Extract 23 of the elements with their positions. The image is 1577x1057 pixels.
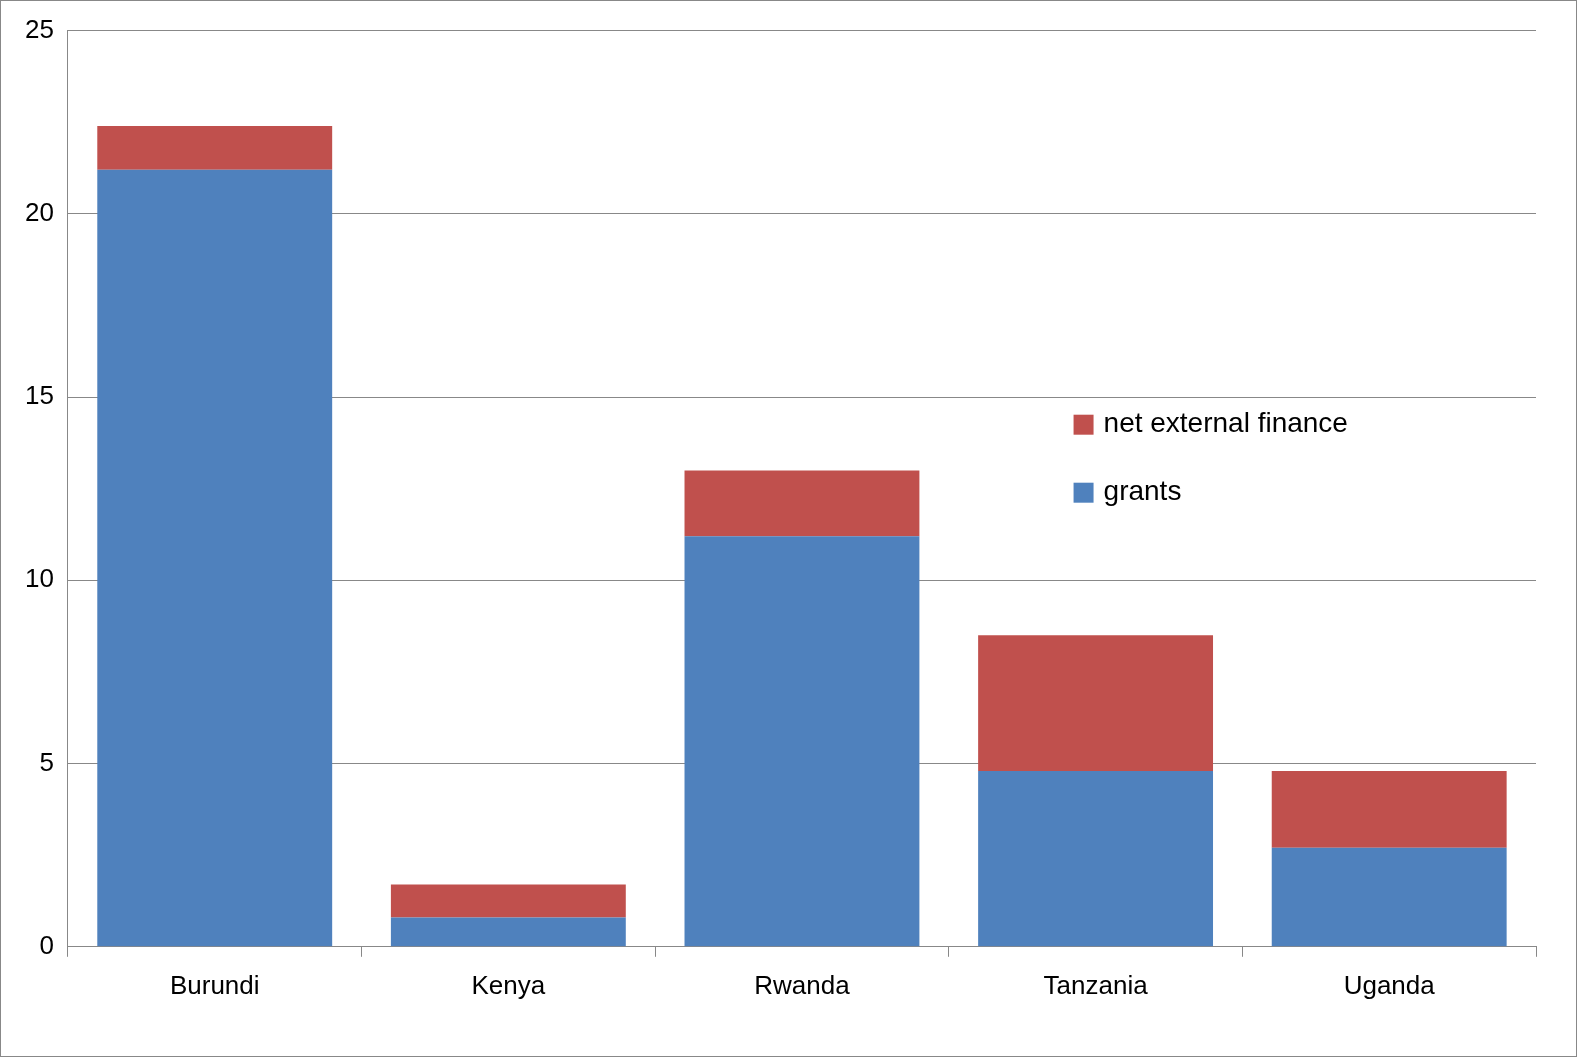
bar: [1271, 770, 1507, 848]
y-tick-label: 5: [39, 746, 54, 777]
bar: [390, 884, 626, 918]
y-tick-label: 0: [39, 929, 54, 960]
x-tick-label: Rwanda: [754, 969, 851, 1000]
bar: [684, 470, 920, 537]
bar: [1271, 847, 1507, 947]
bar: [978, 770, 1214, 947]
y-tick-label: 15: [25, 380, 54, 411]
x-tick-label: Tanzania: [1043, 969, 1149, 1000]
bar: [97, 169, 333, 947]
bar: [97, 125, 333, 170]
y-tick-label: 10: [25, 563, 54, 594]
bar: [390, 917, 626, 947]
y-tick-label: 25: [25, 13, 54, 44]
x-tick-label: Burundi: [169, 969, 260, 1000]
x-tick-label: Kenya: [471, 969, 546, 1000]
legend-label: grants: [1103, 475, 1182, 507]
y-tick-label: 20: [25, 197, 54, 228]
x-tick-label: Uganda: [1343, 969, 1436, 1000]
legend-label: net external finance: [1103, 407, 1348, 439]
bar: [684, 536, 920, 947]
bar: [978, 635, 1214, 771]
